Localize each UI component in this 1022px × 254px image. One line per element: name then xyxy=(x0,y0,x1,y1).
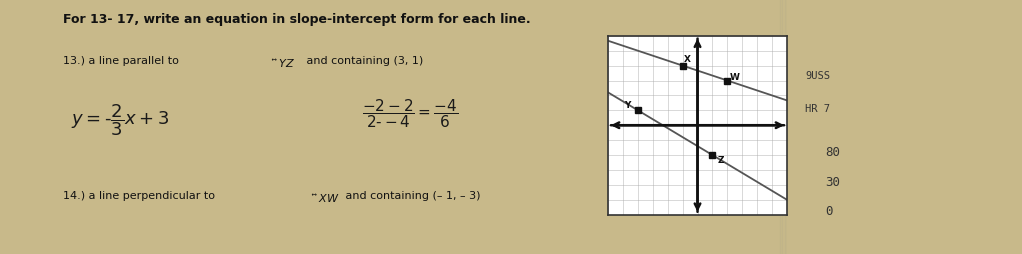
Text: $\overleftrightarrow{YZ}$: $\overleftrightarrow{YZ}$ xyxy=(272,56,295,69)
Text: 13.) a line parallel to: 13.) a line parallel to xyxy=(63,56,182,66)
Text: HR 7: HR 7 xyxy=(805,104,830,114)
Text: 30: 30 xyxy=(825,175,840,188)
Text: $\overleftrightarrow{XW}$: $\overleftrightarrow{XW}$ xyxy=(311,190,339,203)
Text: and containing (– 1, – 3): and containing (– 1, – 3) xyxy=(342,190,480,200)
Text: Y: Y xyxy=(624,101,631,109)
Text: $y = \text{-}\dfrac{2}{3}x + 3$: $y = \text{-}\dfrac{2}{3}x + 3$ xyxy=(71,102,169,137)
Text: 80: 80 xyxy=(825,146,840,159)
Text: and containing (3, 1): and containing (3, 1) xyxy=(303,56,423,66)
Text: For 13- 17, write an equation in slope-intercept form for each line.: For 13- 17, write an equation in slope-i… xyxy=(63,13,530,26)
Text: Z: Z xyxy=(718,155,725,164)
Text: 0: 0 xyxy=(825,204,832,217)
Text: $\dfrac{-2-2}{2\text{-}-4} = \dfrac{-4}{6}$: $\dfrac{-2-2}{2\text{-}-4} = \dfrac{-4}{… xyxy=(362,97,458,129)
Text: X: X xyxy=(684,54,691,64)
Text: W: W xyxy=(730,72,740,81)
Text: 9USS: 9USS xyxy=(805,71,830,81)
Text: 14.) a line perpendicular to: 14.) a line perpendicular to xyxy=(63,190,219,200)
